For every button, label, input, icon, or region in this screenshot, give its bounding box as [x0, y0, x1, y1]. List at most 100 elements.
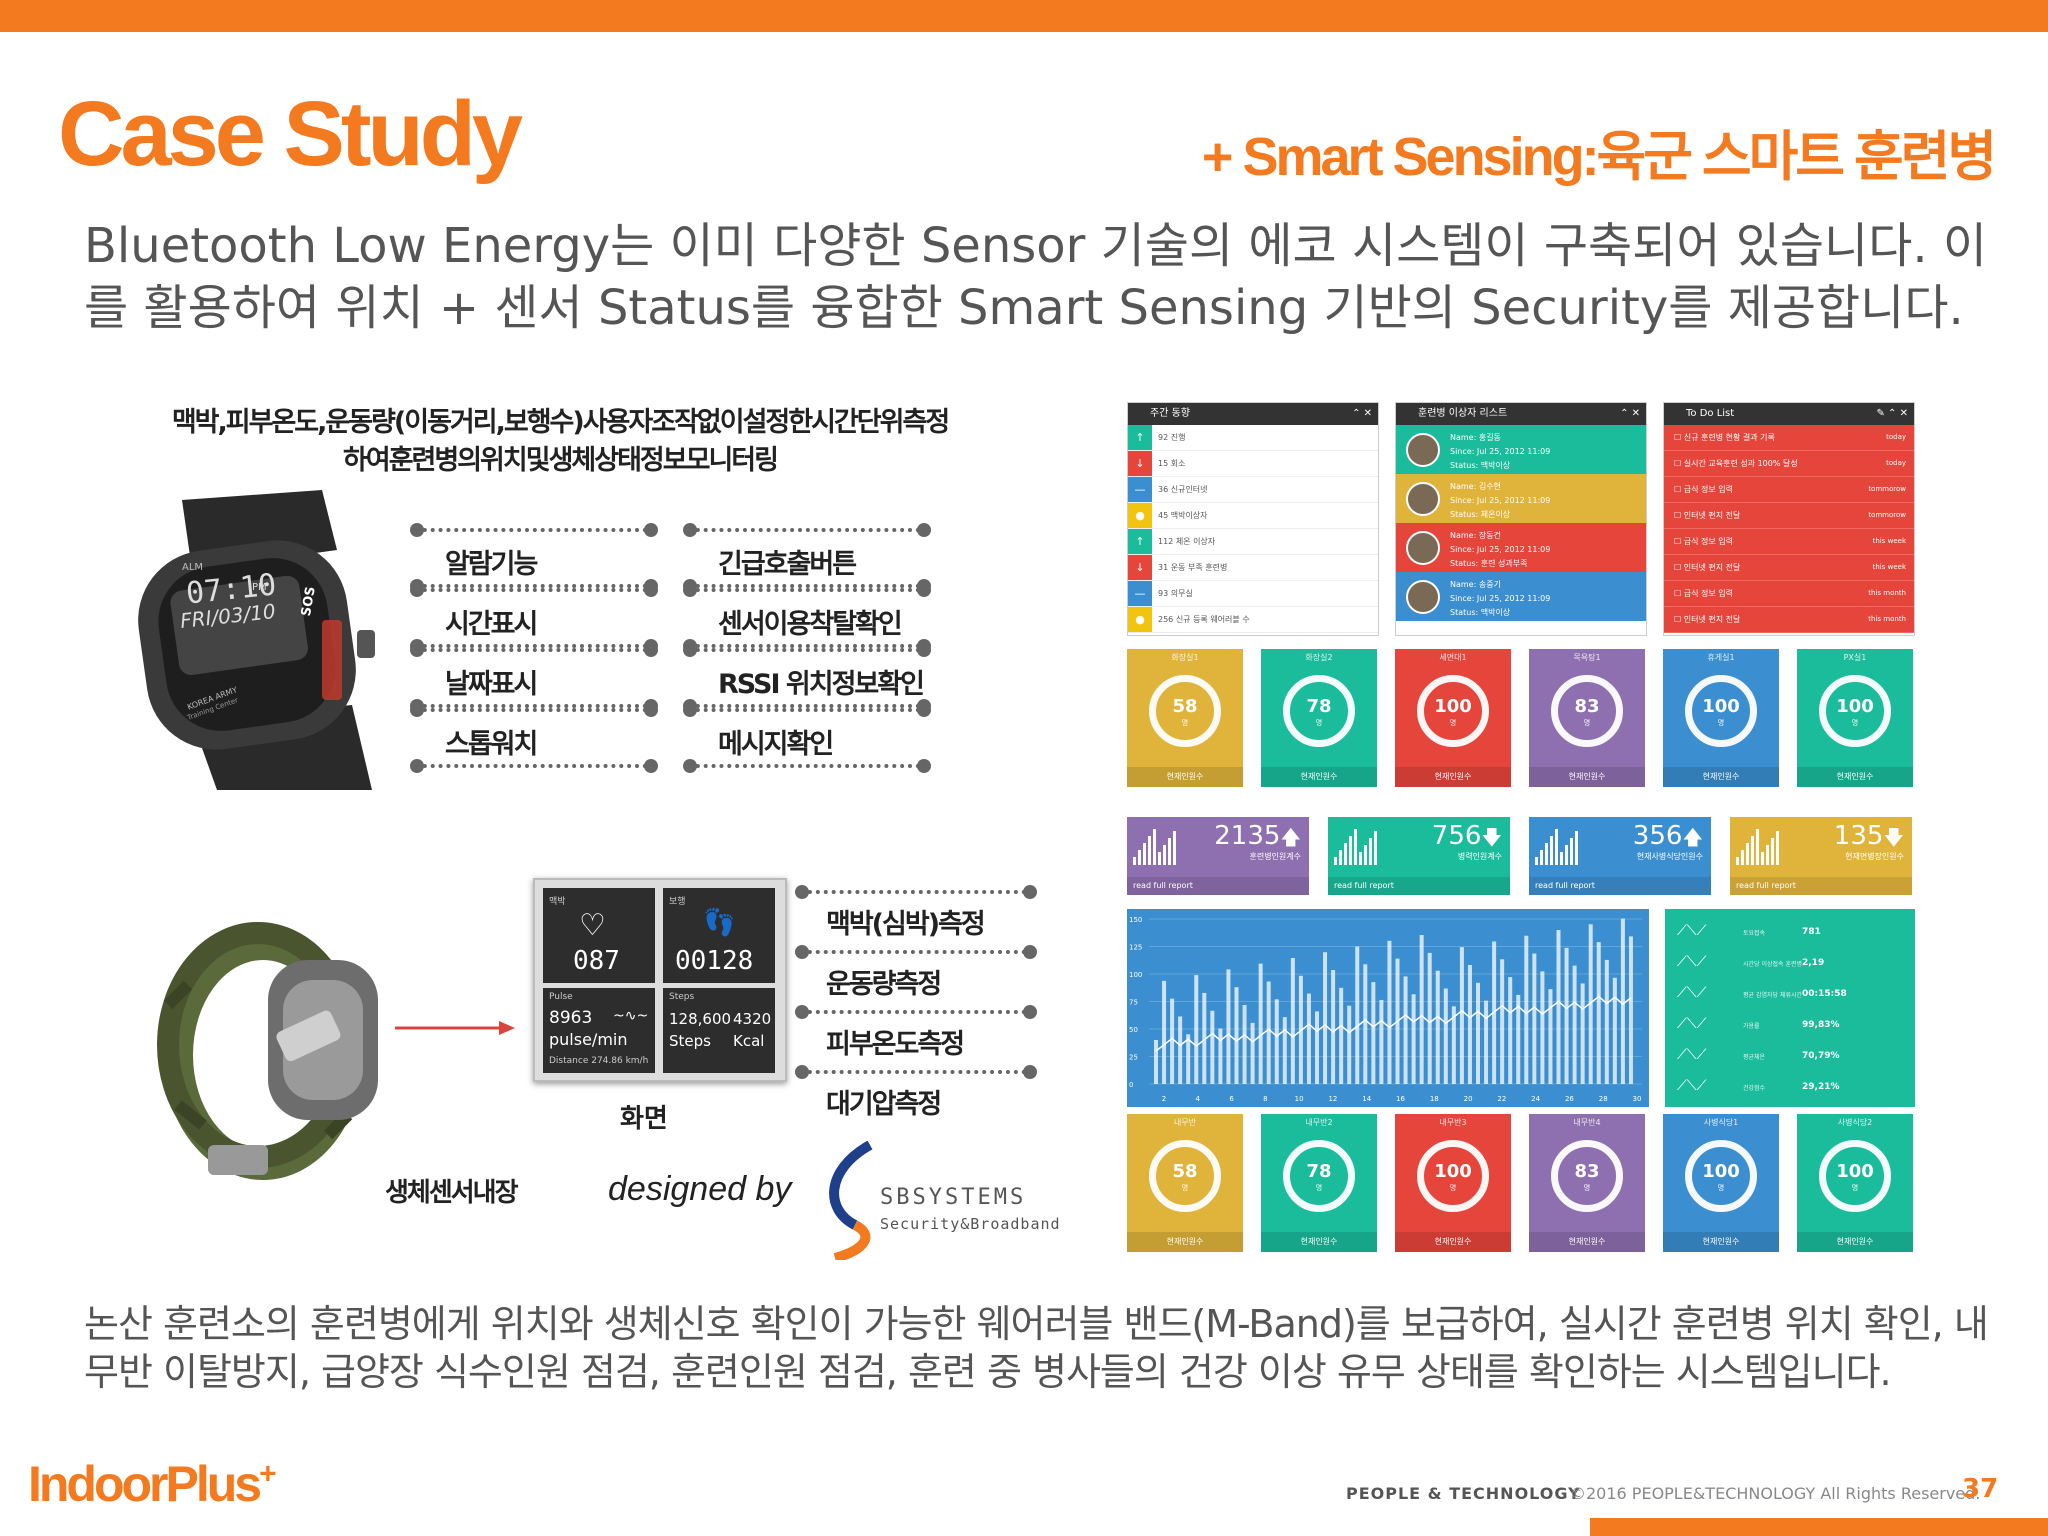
checkbox-icon[interactable]: ☐ — [1674, 589, 1684, 598]
chart-bar — [1202, 992, 1207, 1084]
checkbox-icon[interactable]: ☐ — [1674, 563, 1684, 572]
metric-value: 781 — [1802, 927, 1821, 937]
pulse-cell: Pulse 8963 ~∿~ pulse/min Distance 274.86… — [543, 988, 655, 1073]
chart-bar — [1274, 999, 1279, 1084]
chart-bar — [1580, 983, 1585, 1084]
checkbox-icon[interactable]: ☐ — [1674, 511, 1684, 520]
gauge-card: PX실1 100 명 현재인원수 — [1797, 649, 1913, 787]
measurement-label: 피부온도측정 — [826, 1029, 965, 1060]
todo-when: this month — [1868, 589, 1906, 597]
chart-bar — [1588, 924, 1593, 1084]
panel-controls-icon[interactable]: ⌃ ✕ — [1352, 408, 1372, 419]
panel-controls-icon[interactable]: ✎ ⌃ ✕ — [1876, 408, 1909, 419]
metric-row: ⟋⟍⟋ 가용률 99,83% — [1677, 1012, 1907, 1038]
chart-bar — [1532, 953, 1537, 1084]
chart-bar — [1508, 977, 1513, 1084]
checkbox-icon[interactable]: ☐ — [1674, 615, 1684, 624]
chart-bar — [1242, 1005, 1247, 1084]
todo-row[interactable]: ☐ 급식 정보 입력 tommorow — [1664, 477, 1914, 503]
gauge-value: 83 — [1574, 1161, 1600, 1182]
todo-row[interactable]: ☐ 인터넷 편지 전달 this month — [1664, 607, 1914, 633]
mini-bar — [1153, 829, 1156, 865]
gauge-unit: 명 — [1315, 1184, 1323, 1192]
panel-controls-icon[interactable]: ⌃ ✕ — [1620, 408, 1640, 419]
checkbox-icon[interactable]: ☐ — [1674, 459, 1684, 468]
y-tick-label: 100 — [1129, 971, 1142, 979]
read-report-link[interactable]: read full report — [1328, 877, 1510, 895]
metric-value: 29,21% — [1802, 1082, 1840, 1092]
anomaly-name: Name: 김수현 — [1450, 482, 1501, 491]
stat-label: 현재사병식당인원수 — [1636, 852, 1703, 861]
anomaly-name: Name: 홍길동 — [1450, 433, 1501, 442]
todo-when: today — [1886, 433, 1906, 441]
gauge-unit: 명 — [1583, 1184, 1591, 1192]
stat-card: 2135🡅 훈련병인원계수 read full report — [1127, 817, 1309, 895]
mini-bars-icon — [1334, 825, 1384, 865]
mini-bar — [1143, 843, 1146, 865]
gauge-ring: 58 명 — [1149, 1140, 1221, 1212]
chart-bar — [1484, 1000, 1489, 1084]
checkbox-icon[interactable]: ☐ — [1674, 537, 1684, 546]
anomaly-status: Status: 체온이상 — [1450, 510, 1511, 519]
todo-row[interactable]: ☐ 실시간 교육훈련 성과 100% 달성 today — [1664, 451, 1914, 477]
chart-bar — [1250, 1022, 1255, 1084]
sparkline-icon: ⟋⟍⟋ — [1677, 985, 1707, 1001]
mini-bar — [1535, 857, 1538, 865]
gauge-ring: 100 명 — [1685, 1140, 1757, 1212]
gauge-unit: 명 — [1717, 1184, 1725, 1192]
checkbox-icon[interactable]: ☐ — [1674, 485, 1684, 494]
read-report-link[interactable]: read full report — [1529, 877, 1711, 895]
gauge-card: 화장실1 58 명 현재인원수 — [1127, 649, 1243, 787]
steps-detail-title: Steps — [669, 992, 695, 1002]
todo-row[interactable]: ☐ 신규 훈련병 현황 결과 기록 today — [1664, 425, 1914, 451]
gauge-card: 사병식당1 100 명 현재인원수 — [1663, 1114, 1779, 1252]
read-report-link[interactable]: read full report — [1127, 877, 1309, 895]
gauge-ring: 58 명 — [1149, 675, 1221, 747]
dot-marker — [1023, 1005, 1037, 1019]
gauge-label: 현재인원수 — [1797, 1232, 1913, 1252]
gauge-unit: 명 — [1851, 719, 1859, 727]
chart-bar — [1170, 998, 1175, 1084]
checkbox-icon[interactable]: ☐ — [1674, 433, 1684, 442]
dot-marker — [410, 759, 424, 773]
chart-bar — [1186, 1034, 1191, 1084]
metric-row: ⟋⟍⟋ 평균체온 70,79% — [1677, 1043, 1907, 1069]
chart-bar — [1323, 952, 1328, 1084]
gauge-value: 100 — [1836, 1161, 1874, 1182]
todo-when: this week — [1872, 537, 1906, 545]
trend-row: — 36 신규인터넷 — [1128, 477, 1378, 503]
todo-row[interactable]: ☐ 인터넷 편지 전달 tommorow — [1664, 503, 1914, 529]
read-report-link[interactable]: read full report — [1730, 877, 1912, 895]
chart-bar — [1604, 959, 1609, 1084]
todo-row[interactable]: ☐ 급식 정보 입력 this week — [1664, 529, 1914, 555]
chart-bar — [1226, 969, 1231, 1084]
gauge-card: 사병식당2 100 명 현재인원수 — [1797, 1114, 1913, 1252]
dot-marker — [410, 523, 424, 537]
gauge-value: 58 — [1172, 696, 1198, 717]
chart-bar — [1628, 936, 1633, 1084]
gauge-card: 내무반3 100 명 현재인원수 — [1395, 1114, 1511, 1252]
gauge-unit: 명 — [1181, 1184, 1189, 1192]
page-number: 37 — [1962, 1474, 1999, 1504]
stat-label: 훈련병인원계수 — [1249, 852, 1301, 861]
mini-bar — [1766, 845, 1769, 865]
chart-bar — [1443, 988, 1448, 1084]
chart-bar — [1363, 964, 1368, 1084]
x-tick-label: 16 — [1396, 1095, 1405, 1103]
todo-row[interactable]: ☐ 인터넷 편지 전달 this week — [1664, 555, 1914, 581]
feature-item: 알람기능 — [410, 523, 658, 593]
page-title: Case Study — [58, 83, 523, 185]
trend-text: 36 신규인터넷 — [1158, 485, 1208, 494]
mini-bar — [1575, 831, 1578, 865]
chart-bar — [1154, 1040, 1158, 1084]
todo-text: 급식 정보 입력 — [1683, 589, 1733, 598]
mini-bar — [1133, 857, 1136, 865]
mini-bar — [1168, 838, 1171, 865]
dot-marker — [683, 759, 697, 773]
pulse-value: 8963 — [549, 1008, 593, 1028]
anomaly-row: Name: 김수현 Since: Jul 25, 2012 11:09 Status… — [1396, 474, 1646, 523]
trend-text: 93 의무실 — [1158, 589, 1193, 598]
mini-bar — [1570, 838, 1573, 865]
todo-row[interactable]: ☐ 급식 정보 입력 this month — [1664, 581, 1914, 607]
metric-label: 토요접속 — [1743, 930, 1766, 937]
